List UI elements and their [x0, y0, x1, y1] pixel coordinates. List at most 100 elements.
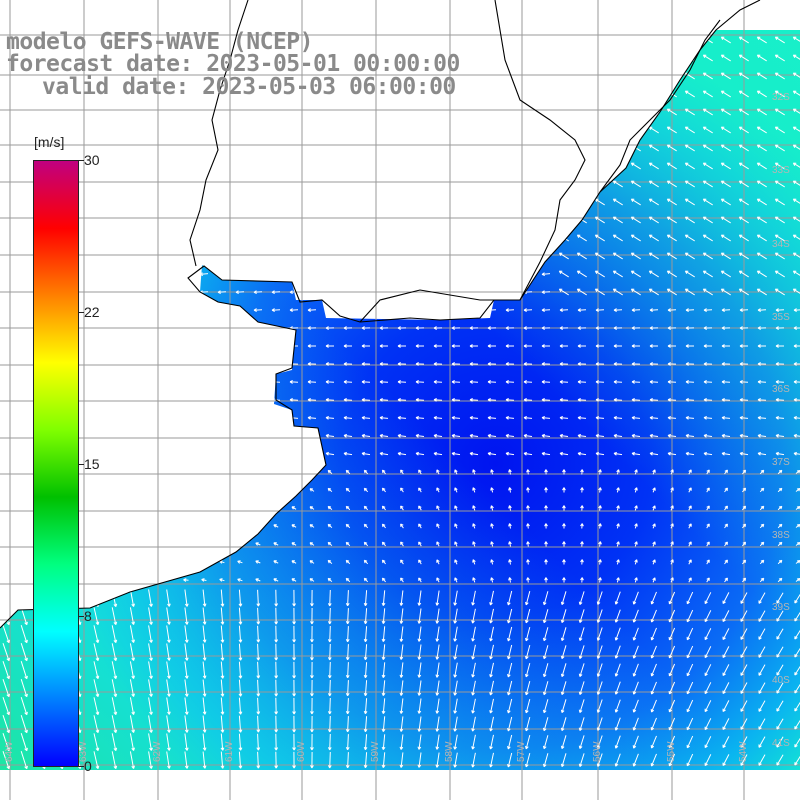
wind-arrow: [686, 591, 694, 605]
wind-arrow: [181, 200, 191, 205]
wind-arrow: [111, 679, 118, 698]
wind-arrow: [363, 752, 368, 769]
wind-arrow: [577, 344, 586, 348]
wind-arrow: [433, 451, 443, 456]
wind-arrow: [399, 716, 404, 732]
wind-arrow: [145, 200, 155, 205]
wind-arrow: [307, 182, 317, 187]
wind-arrow: [740, 664, 748, 676]
wind-arrow: [684, 288, 695, 296]
wind-arrow: [595, 326, 605, 330]
wind-arrow: [739, 451, 749, 456]
wind-arrow: [612, 270, 623, 278]
wind-arrow: [93, 607, 100, 626]
wind-arrow: [541, 326, 551, 330]
wind-arrow: [777, 487, 783, 493]
wind-arrow: [742, 469, 747, 475]
wind-arrow: [129, 542, 135, 546]
wind-arrow: [487, 362, 497, 366]
wind-arrow: [794, 718, 800, 730]
wind-arrow: [235, 380, 245, 384]
wind-arrow: [686, 753, 694, 767]
wind-arrow: [19, 272, 29, 277]
wind-arrow: [632, 663, 639, 677]
wind-arrow: [111, 560, 117, 564]
wind-arrow: [596, 735, 603, 749]
wind-arrow: [127, 164, 137, 169]
wind-arrow: [505, 200, 515, 205]
wind-arrow: [418, 505, 422, 511]
wind-arrow: [702, 252, 713, 260]
wind-arrow: [526, 469, 530, 475]
wind-arrow: [649, 308, 659, 312]
wind-arrow: [217, 182, 227, 187]
wind-arrow: [436, 487, 440, 493]
wind-arrow: [451, 344, 460, 348]
wind-arrow: [256, 625, 261, 643]
wind-arrow: [93, 751, 100, 770]
wind-arrow: [415, 380, 425, 384]
wind-arrow: [666, 216, 677, 224]
wind-arrow: [757, 433, 767, 438]
wind-arrow: [436, 541, 440, 547]
wind-arrow: [702, 108, 713, 116]
wind-arrow: [525, 734, 531, 750]
wind-arrow: [397, 146, 406, 151]
wind-arrow: [685, 362, 695, 366]
wind-arrow: [507, 716, 513, 732]
wind-arrow: [469, 182, 479, 187]
wind-arrow: [487, 128, 496, 133]
wind-arrow: [127, 272, 137, 277]
wind-arrow: [147, 542, 153, 546]
wind-arrow: [578, 717, 585, 731]
wind-arrow: [253, 164, 263, 169]
wind-arrow: [201, 578, 207, 582]
wind-arrow: [202, 661, 207, 679]
wind-arrow: [505, 326, 515, 330]
wind-arrow: [309, 560, 315, 564]
wind-arrow: [740, 736, 748, 748]
wind-arrow: [652, 469, 656, 475]
wind-arrow: [792, 54, 800, 62]
wind-arrow: [776, 736, 784, 748]
wind-arrow: [109, 218, 118, 223]
lat-label: 39S: [772, 602, 790, 613]
wind-arrow: [559, 344, 568, 348]
wind-arrow: [184, 643, 189, 661]
wind-arrow: [199, 182, 209, 187]
wind-arrow: [237, 542, 243, 546]
wind-arrow: [1, 415, 11, 420]
wind-arrow: [274, 643, 279, 661]
wind-arrow: [166, 697, 171, 715]
wind-arrow: [271, 218, 280, 223]
wind-arrow: [326, 37, 334, 43]
wind-arrow: [400, 487, 404, 493]
wind-arrow: [91, 110, 100, 115]
wind-arrow: [544, 523, 548, 529]
wind-arrow: [273, 542, 279, 546]
wind-arrow: [381, 469, 386, 475]
wind-arrow: [273, 506, 279, 510]
wind-arrow: [594, 234, 605, 242]
wind-arrow: [648, 252, 659, 260]
wind-arrow: [580, 505, 584, 511]
wind-arrow: [363, 716, 368, 733]
wind-arrow: [614, 609, 621, 623]
wind-arrow: [381, 716, 386, 732]
wind-arrow: [381, 680, 386, 696]
wind-arrow: [541, 344, 550, 348]
wind-arrow: [199, 218, 208, 223]
wind-arrow: [273, 524, 279, 528]
wind-arrow: [685, 415, 695, 420]
wind-arrow: [181, 380, 191, 384]
wind-arrow: [165, 524, 171, 528]
wind-arrow: [363, 608, 368, 625]
wind-arrow: [343, 236, 353, 241]
wind-arrow: [129, 470, 135, 474]
wind-arrow: [469, 110, 478, 115]
wind-arrow: [670, 577, 674, 583]
wind-arrow: [774, 36, 785, 44]
wind-arrow: [793, 362, 800, 366]
wind-arrow: [738, 72, 749, 80]
wind-arrow: [55, 110, 64, 115]
